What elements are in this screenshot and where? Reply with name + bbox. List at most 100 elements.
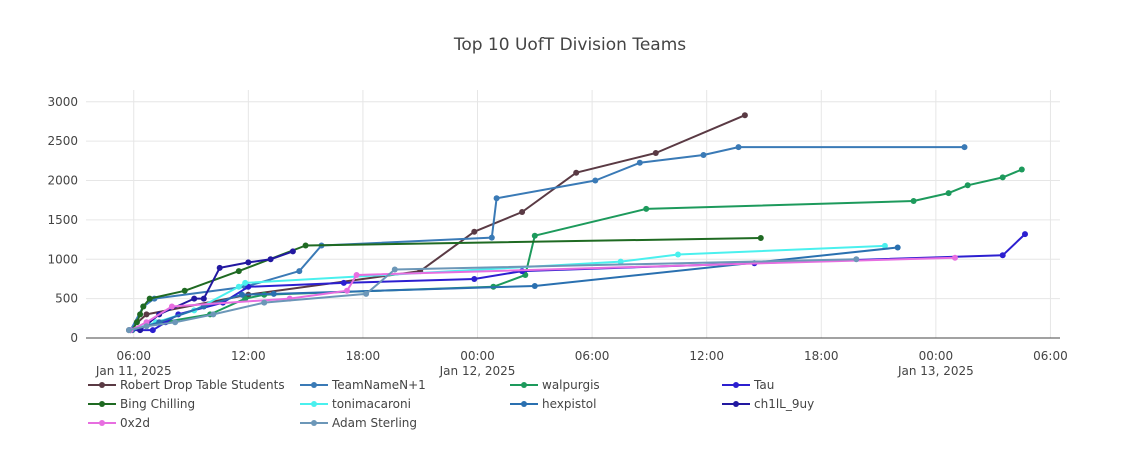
data-point[interactable]	[952, 254, 958, 261]
x-tick-label: 18:00	[804, 349, 839, 363]
series	[126, 112, 748, 334]
data-point[interactable]	[210, 311, 217, 318]
legend-item[interactable]: Adam Sterling	[300, 416, 417, 430]
data-point[interactable]	[853, 256, 860, 263]
data-point[interactable]	[945, 190, 952, 197]
data-point[interactable]	[289, 248, 296, 255]
data-point[interactable]	[143, 311, 150, 318]
data-point[interactable]	[181, 287, 188, 294]
data-point[interactable]	[353, 272, 360, 278]
data-point[interactable]	[126, 327, 132, 334]
legend-item[interactable]: Bing Chilling	[88, 397, 195, 411]
legend-item[interactable]: TeamNameN+1	[300, 378, 426, 392]
legend-item[interactable]: walpurgis	[510, 378, 600, 392]
data-point[interactable]	[652, 150, 659, 156]
y-tick-label: 2000	[47, 174, 78, 188]
data-point[interactable]	[493, 195, 500, 202]
data-point[interactable]	[261, 299, 268, 306]
data-point[interactable]	[344, 287, 350, 294]
data-point[interactable]	[910, 198, 917, 204]
data-point[interactable]	[363, 290, 370, 297]
legend-label: Tau	[753, 378, 774, 392]
data-point[interactable]	[235, 283, 242, 290]
data-point[interactable]	[675, 251, 681, 258]
data-point[interactable]	[471, 276, 478, 282]
data-point[interactable]	[242, 279, 249, 286]
y-tick-label: 3000	[47, 95, 78, 109]
legend-item[interactable]: ch1lL_9uy	[722, 397, 814, 411]
data-point[interactable]	[270, 290, 277, 297]
legend-label: Bing Chilling	[120, 397, 195, 411]
x-tick-label: 00:00	[460, 349, 495, 363]
data-point[interactable]	[1018, 166, 1025, 173]
legend-label: TeamNameN+1	[331, 378, 426, 392]
data-point[interactable]	[735, 144, 742, 151]
data-point[interactable]	[531, 232, 538, 239]
legend-label: Adam Sterling	[332, 416, 417, 430]
legend-label: 0x2d	[120, 416, 150, 430]
legend-item[interactable]: Robert Drop Table Students	[88, 378, 285, 392]
data-point[interactable]	[643, 205, 650, 212]
series-line	[128, 258, 857, 332]
legend-label: tonimacaroni	[332, 397, 411, 411]
y-tick-label: 500	[55, 292, 78, 306]
series-line	[129, 146, 965, 331]
x-tick-date-label: Jan 12, 2025	[439, 364, 516, 378]
data-point[interactable]	[235, 268, 242, 275]
data-point[interactable]	[894, 244, 901, 251]
data-point[interactable]	[961, 144, 968, 151]
data-point[interactable]	[191, 295, 198, 302]
legend-item[interactable]: Tau	[722, 378, 774, 392]
data-point[interactable]	[700, 152, 707, 158]
chart-title: Top 10 UofT Division Teams	[453, 35, 686, 55]
data-point[interactable]	[964, 182, 971, 189]
data-point[interactable]	[149, 327, 156, 334]
legend-item[interactable]: 0x2d	[88, 416, 150, 430]
data-point[interactable]	[340, 279, 347, 286]
data-point[interactable]	[1022, 231, 1028, 238]
data-point[interactable]	[636, 159, 643, 166]
data-point[interactable]	[741, 112, 748, 119]
x-tick-label: 06:00	[1033, 349, 1068, 363]
data-point[interactable]	[488, 234, 495, 241]
data-point[interactable]	[200, 295, 207, 302]
data-point[interactable]	[881, 242, 888, 249]
data-point[interactable]	[757, 235, 764, 241]
data-point[interactable]	[999, 174, 1006, 181]
data-point[interactable]	[133, 319, 140, 326]
x-tick-label: 00:00	[919, 349, 954, 363]
data-point[interactable]	[239, 291, 245, 298]
data-point[interactable]	[216, 264, 223, 271]
data-point[interactable]	[471, 228, 478, 235]
data-point[interactable]	[267, 256, 274, 263]
data-point[interactable]	[245, 259, 252, 266]
data-point[interactable]	[172, 319, 179, 326]
data-point[interactable]	[531, 283, 538, 289]
data-point[interactable]	[391, 266, 398, 273]
data-point[interactable]	[573, 169, 580, 176]
legend-item[interactable]: tonimacaroni	[300, 397, 411, 411]
x-tick-label: 06:00	[575, 349, 610, 363]
series	[129, 235, 764, 334]
data-point[interactable]	[302, 242, 309, 249]
data-point[interactable]	[617, 258, 624, 265]
legend-item[interactable]: hexpistol	[510, 397, 596, 411]
legend-label: Robert Drop Table Students	[120, 378, 285, 392]
data-point[interactable]	[296, 268, 303, 275]
data-point[interactable]	[137, 311, 144, 318]
data-point[interactable]	[999, 252, 1006, 259]
data-point[interactable]	[146, 295, 153, 302]
series	[127, 166, 1025, 334]
legend-swatch-marker	[733, 382, 739, 388]
data-point[interactable]	[519, 209, 526, 215]
legend-swatch-marker	[521, 401, 527, 407]
legend-label: ch1lL_9uy	[754, 397, 814, 411]
x-tick-label: 12:00	[231, 349, 266, 363]
data-point[interactable]	[592, 177, 599, 184]
data-point[interactable]	[140, 303, 147, 310]
data-point[interactable]	[143, 323, 150, 330]
series	[126, 256, 860, 334]
data-point[interactable]	[168, 303, 175, 310]
